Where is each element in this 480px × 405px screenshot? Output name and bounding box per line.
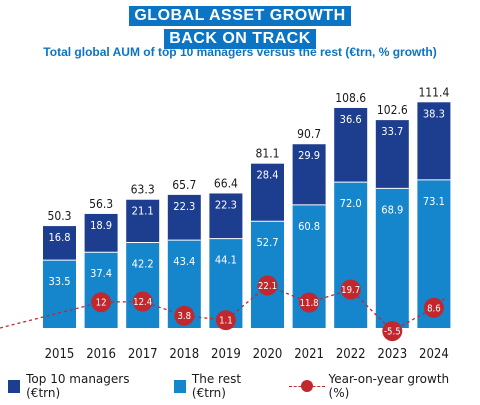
x-tick-label: 2016 xyxy=(86,347,116,362)
x-tick-label: 2017 xyxy=(128,347,158,362)
bar-rest xyxy=(251,221,284,328)
bar-top10-label: 22.3 xyxy=(215,198,237,211)
bar-rest-label: 43.4 xyxy=(173,255,195,268)
chart-subtitle: Total global AUM of top 10 managers vers… xyxy=(43,45,437,59)
legend-swatch-rest xyxy=(173,379,186,393)
bar-top10-label: 38.3 xyxy=(423,107,445,120)
bar-rest-label: 52.7 xyxy=(256,236,278,249)
bar-top10 xyxy=(84,213,118,253)
bar-total-label: 81.1 xyxy=(255,147,279,161)
bar-top10 xyxy=(209,193,243,239)
bar-rest xyxy=(84,252,118,328)
bar-total-label: 102.6 xyxy=(377,103,408,117)
legend-item-rest: The rest (€trn) xyxy=(173,372,273,400)
growth-line xyxy=(0,284,446,332)
growth-point xyxy=(382,321,403,342)
bar-top10-label: 36.6 xyxy=(340,113,362,126)
growth-label: 12 xyxy=(96,298,107,309)
growth-point xyxy=(174,305,195,326)
bar-total-label: 50.3 xyxy=(47,209,71,223)
x-tick-label: 2024 xyxy=(419,347,449,362)
growth-label: 1.1 xyxy=(219,316,233,327)
x-tick-label: 2019 xyxy=(211,347,241,362)
growth-label: 22.1 xyxy=(258,281,277,292)
bar-rest-label: 72.0 xyxy=(340,197,362,210)
bar-top10 xyxy=(126,199,160,243)
bar-total-label: 90.7 xyxy=(297,127,321,141)
bar-top10 xyxy=(417,102,451,180)
bar-top10 xyxy=(167,194,201,241)
chart-title: GLOBAL ASSET GROWTH BACK ON TRACK xyxy=(0,6,480,52)
bar-rest xyxy=(375,188,409,328)
bar-top10-label: 21.1 xyxy=(132,205,154,218)
bar-rest xyxy=(334,182,368,328)
bar-rest-label: 42.2 xyxy=(132,257,154,270)
growth-label: 8.6 xyxy=(427,303,441,314)
x-tick-label: 2018 xyxy=(169,347,199,362)
legend-label-growth: Year-on-year growth (%) xyxy=(328,372,450,400)
growth-label: 19.7 xyxy=(341,285,360,296)
growth-point xyxy=(132,291,153,312)
legend-label-top10: Top 10 managers (€trn) xyxy=(26,372,130,400)
bar-rest-label: 33.5 xyxy=(48,275,70,288)
bar-top10-label: 18.9 xyxy=(90,219,112,232)
x-tick-label: 2020 xyxy=(253,347,283,362)
bar-total-label: 108.6 xyxy=(335,91,366,105)
chart-title-line-2: BACK ON TRACK xyxy=(164,29,316,49)
growth-point xyxy=(423,297,444,318)
growth-label: 3.8 xyxy=(178,311,192,322)
growth-point xyxy=(299,292,320,313)
bar-top10 xyxy=(43,226,76,261)
bar-total-label: 63.3 xyxy=(131,183,155,197)
legend-item-top10: Top 10 managers (€trn) xyxy=(8,372,158,400)
bar-top10-label: 16.8 xyxy=(48,231,70,244)
x-tick-label: 2021 xyxy=(294,347,324,362)
growth-point xyxy=(257,275,278,296)
bar-total-label: 56.3 xyxy=(89,197,113,211)
bar-rest-label: 73.1 xyxy=(423,195,445,208)
bar-top10-label: 22.3 xyxy=(173,200,195,213)
chart-title-line-1: GLOBAL ASSET GROWTH xyxy=(129,6,351,26)
bar-rest xyxy=(43,260,76,328)
legend-label-rest: The rest (€trn) xyxy=(191,372,242,400)
bar-top10 xyxy=(334,107,368,183)
x-tick-label: 2022 xyxy=(336,347,366,362)
bar-total-label: 65.7 xyxy=(172,178,196,192)
growth-label: 12.4 xyxy=(133,297,152,308)
bar-top10 xyxy=(251,163,284,222)
bar-top10 xyxy=(375,120,409,189)
growth-point xyxy=(215,310,236,331)
bar-rest-label: 68.9 xyxy=(381,203,403,216)
growth-label: 11.8 xyxy=(300,298,319,309)
bar-rest xyxy=(126,242,160,328)
growth-point xyxy=(340,279,361,300)
legend-item-growth: Year-on-year growth (%) xyxy=(288,372,464,400)
growth-label: -5.5 xyxy=(384,327,401,338)
bar-top10-label: 29.9 xyxy=(298,149,320,162)
x-tick-label: 2015 xyxy=(45,347,75,362)
bar-total-label: 66.4 xyxy=(214,176,238,190)
x-tick-label: 2023 xyxy=(377,347,407,362)
legend-swatch-top10 xyxy=(8,379,21,393)
growth-point xyxy=(91,292,112,313)
bar-top10-label: 28.4 xyxy=(256,169,278,182)
chart-legend: Top 10 managers (€trn) The rest (€trn) Y… xyxy=(8,372,480,400)
bar-top10-label: 33.7 xyxy=(381,125,403,138)
bar-rest-label: 60.8 xyxy=(298,220,320,233)
legend-swatch-growth xyxy=(288,379,325,393)
bar-rest-label: 37.4 xyxy=(90,267,112,280)
bar-total-label: 111.4 xyxy=(418,85,449,99)
bar-top10 xyxy=(292,144,326,205)
bar-rest-label: 44.1 xyxy=(215,254,237,267)
